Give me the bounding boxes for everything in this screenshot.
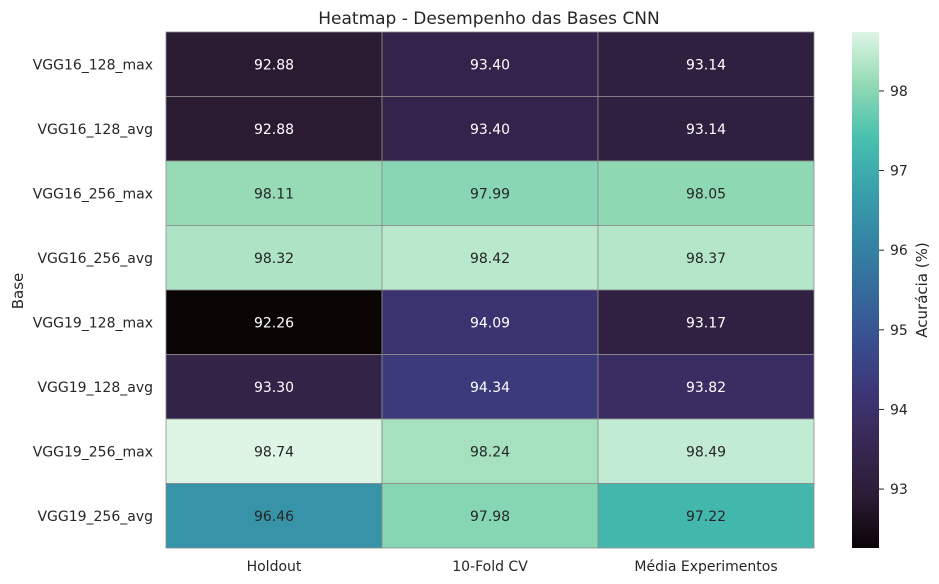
cell-value-label: 98.24 xyxy=(470,444,510,460)
colorbar-label: Acurácia (%) xyxy=(913,242,931,337)
heatmap-cell xyxy=(381,354,599,420)
colorbar-tick-label: 95 xyxy=(890,323,908,339)
column-tick-label: Holdout xyxy=(247,559,302,575)
heatmap-cell xyxy=(381,96,599,162)
colorbar-ticks: 93 94 95 96 97 98 xyxy=(879,84,908,498)
heatmap-cell xyxy=(597,96,815,162)
cell-value-label: 98.05 xyxy=(686,186,726,202)
colorbar-tick-label: 93 xyxy=(890,482,908,498)
cell-value-label: 97.99 xyxy=(470,186,510,202)
cell-value-label: 94.34 xyxy=(470,380,510,396)
heatmap-cell xyxy=(165,289,383,355)
cell-value-label: 93.30 xyxy=(254,380,294,396)
cell-value-label: 97.22 xyxy=(686,509,726,525)
heatmap-cell-labels: 92.88 93.40 93.14 92.88 93.40 93.14 98.11 97.99… xyxy=(254,57,726,525)
heatmap-cell xyxy=(381,483,599,549)
row-tick-label: VGG19_128_avg xyxy=(37,380,153,396)
cell-value-label: 94.09 xyxy=(470,315,510,331)
cell-value-label: 92.88 xyxy=(254,57,294,73)
cell-value-label: 93.14 xyxy=(686,122,726,138)
heatmap-cell xyxy=(381,31,599,97)
heatmap-cell xyxy=(165,96,383,162)
heatmap-cell xyxy=(597,354,815,420)
heatmap-cell xyxy=(381,289,599,355)
row-tick-label: VGG16_256_avg xyxy=(37,251,153,267)
cell-value-label: 98.11 xyxy=(254,186,294,202)
row-tick-label: VGG19_128_max xyxy=(33,315,153,331)
y-tick-labels: VGG16_128_max VGG16_128_avg VGG16_256_max V… xyxy=(33,57,153,525)
cell-value-label: 98.32 xyxy=(254,251,294,267)
cell-value-label: 98.74 xyxy=(254,444,294,460)
column-tick-label: 10-Fold CV xyxy=(452,559,528,575)
cell-value-label: 93.40 xyxy=(470,122,510,138)
colorbar xyxy=(852,32,879,548)
row-tick-label: VGG16_128_avg xyxy=(37,122,153,138)
row-tick-label: VGG16_256_max xyxy=(33,186,153,202)
cell-value-label: 98.37 xyxy=(686,251,726,267)
x-tick-labels: Holdout 10-Fold CV Média Experimentos xyxy=(247,559,778,575)
cell-value-label: 96.46 xyxy=(254,509,294,525)
heatmap-cell xyxy=(165,31,383,97)
heatmap-cell xyxy=(165,418,383,484)
heatmap-cells xyxy=(165,31,815,549)
colorbar-tick-label: 98 xyxy=(890,84,908,100)
row-tick-label: VGG16_128_max xyxy=(33,57,153,73)
heatmap-cell xyxy=(381,160,599,226)
colorbar-tick-label: 94 xyxy=(890,402,908,418)
y-axis-label: Base xyxy=(9,273,27,310)
column-tick-label: Média Experimentos xyxy=(634,559,777,575)
heatmap-cell xyxy=(597,31,815,97)
cell-value-label: 93.17 xyxy=(686,315,726,331)
chart-title: Heatmap - Desempenho das Bases CNN xyxy=(318,9,660,29)
heatmap-cell xyxy=(165,225,383,291)
cell-value-label: 92.26 xyxy=(254,315,294,331)
row-tick-label: VGG19_256_max xyxy=(33,444,153,460)
cell-value-label: 98.49 xyxy=(686,444,726,460)
cell-value-label: 98.42 xyxy=(470,251,510,267)
heatmap-cell xyxy=(597,483,815,549)
colorbar-tick-label: 96 xyxy=(890,243,908,259)
heatmap-cell xyxy=(597,418,815,484)
cell-value-label: 93.14 xyxy=(686,57,726,73)
heatmap-cell xyxy=(165,354,383,420)
colorbar-tick-label: 97 xyxy=(890,164,908,180)
heatmap-cell xyxy=(597,225,815,291)
heatmap-cell xyxy=(381,418,599,484)
cell-value-label: 97.98 xyxy=(470,509,510,525)
cell-value-label: 93.82 xyxy=(686,380,726,396)
row-tick-label: VGG19_256_avg xyxy=(37,509,153,525)
cell-value-label: 93.40 xyxy=(470,57,510,73)
heatmap-cell xyxy=(597,289,815,355)
cell-value-label: 92.88 xyxy=(254,122,294,138)
heatmap-cell xyxy=(165,483,383,549)
